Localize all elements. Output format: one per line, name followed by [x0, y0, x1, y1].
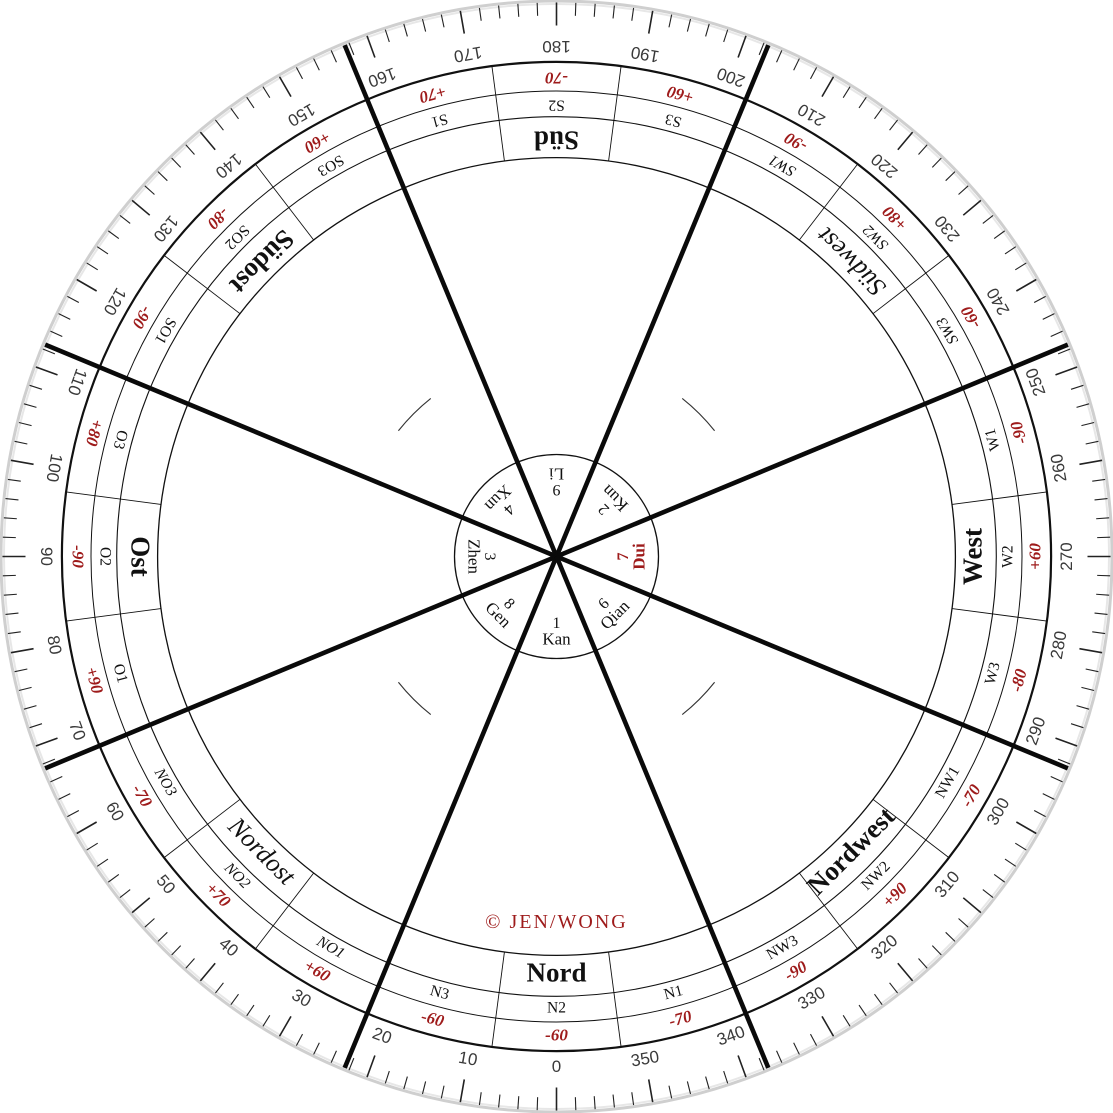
- svg-text:-90: -90: [69, 545, 88, 568]
- svg-text:Dui: Dui: [629, 543, 648, 570]
- svg-text:7: 7: [615, 553, 632, 561]
- svg-text:3: 3: [481, 553, 498, 561]
- svg-text:180: 180: [542, 37, 570, 56]
- svg-text:Kan: Kan: [542, 629, 571, 648]
- svg-text:West: West: [958, 528, 988, 585]
- svg-text:+60: +60: [1025, 543, 1044, 570]
- svg-text:© JEN/WONG: © JEN/WONG: [485, 911, 627, 933]
- svg-text:Süd: Süd: [534, 125, 579, 155]
- svg-text:80: 80: [43, 634, 65, 656]
- svg-text:N2: N2: [547, 1000, 566, 1017]
- svg-text:-70: -70: [545, 69, 568, 88]
- svg-text:1: 1: [553, 615, 561, 632]
- svg-text:W2: W2: [1000, 545, 1017, 567]
- svg-text:0: 0: [552, 1057, 561, 1076]
- svg-text:9: 9: [553, 481, 561, 498]
- svg-text:Ost: Ost: [125, 536, 155, 577]
- svg-text:Li: Li: [549, 465, 564, 484]
- svg-text:O2: O2: [96, 547, 113, 566]
- svg-text:10: 10: [457, 1048, 479, 1070]
- svg-text:Zhen: Zhen: [465, 539, 484, 574]
- svg-text:90: 90: [37, 547, 56, 566]
- svg-text:S2: S2: [548, 96, 564, 113]
- svg-text:-60: -60: [545, 1025, 568, 1044]
- svg-text:Nord: Nord: [527, 958, 587, 988]
- svg-text:270: 270: [1057, 542, 1076, 570]
